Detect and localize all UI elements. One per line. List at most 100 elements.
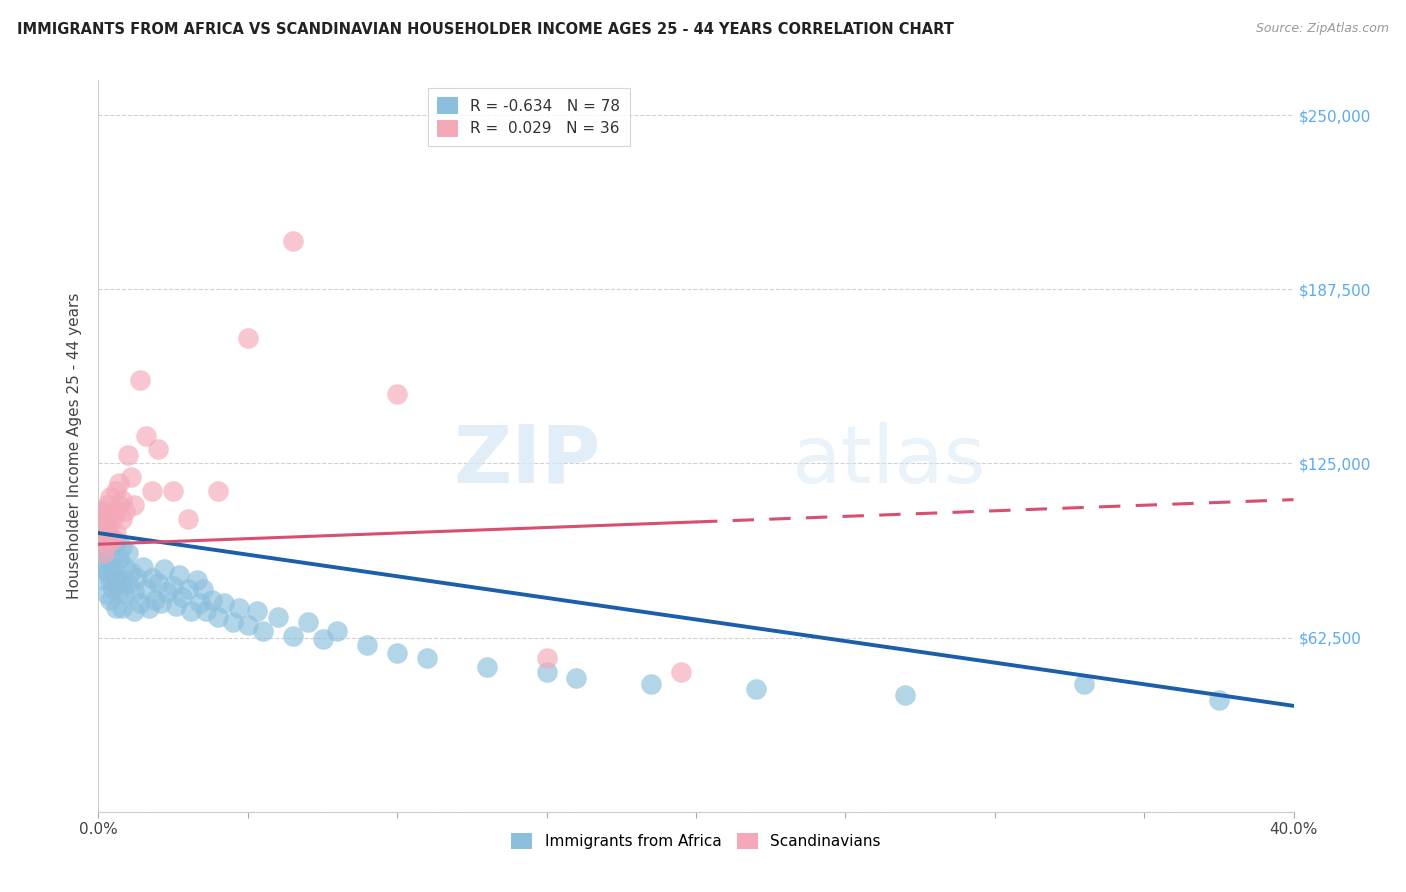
Point (96, 565, 118, 579)
Point (669, 665, 692, 680)
Point (135, 582, 157, 596)
Point (111, 512, 134, 526)
Point (135, 428, 157, 442)
Point (132, 559, 155, 574)
Point (96, 587, 118, 601)
Point (114, 504, 136, 518)
Point (385, 386, 409, 401)
Point (177, 512, 200, 526)
Point (1208, 693, 1230, 707)
Point (96, 542, 118, 557)
Point (93, 574, 115, 588)
Point (105, 504, 128, 518)
Point (120, 470, 142, 484)
Point (281, 234, 304, 248)
Point (156, 584, 179, 599)
Point (148, 576, 170, 591)
Point (105, 601, 128, 615)
Point (117, 448, 139, 462)
Point (124, 604, 146, 618)
Point (195, 604, 218, 618)
Point (90, 512, 112, 526)
Point (153, 562, 176, 576)
Y-axis label: Householder Income Ages 25 - 44 years: Householder Income Ages 25 - 44 years (67, 293, 83, 599)
Point (385, 646, 409, 660)
Point (127, 571, 149, 585)
Point (108, 498, 131, 512)
Point (475, 660, 498, 674)
Point (90, 540, 112, 554)
Point (356, 638, 378, 652)
Point (103, 537, 125, 551)
Point (148, 442, 170, 457)
Point (745, 682, 768, 697)
Point (98, 490, 122, 504)
Text: Source: ZipAtlas.com: Source: ZipAtlas.com (1256, 22, 1389, 36)
Point (105, 526, 128, 541)
Point (1073, 676, 1095, 690)
Point (236, 618, 259, 632)
Point (228, 601, 250, 615)
Point (124, 498, 146, 512)
Point (103, 512, 125, 526)
Point (246, 604, 269, 618)
Point (640, 676, 662, 690)
Point (252, 624, 274, 638)
Point (188, 596, 211, 610)
Point (98, 529, 122, 543)
Point (96, 517, 118, 532)
Point (180, 604, 202, 618)
Point (90, 559, 112, 574)
Point (93, 526, 115, 541)
Text: IMMIGRANTS FROM AFRICA VS SCANDINAVIAN HOUSEHOLDER INCOME AGES 25 - 44 YEARS COR: IMMIGRANTS FROM AFRICA VS SCANDINAVIAN H… (17, 22, 953, 37)
Point (117, 545, 139, 559)
Point (105, 534, 128, 549)
Point (267, 609, 290, 624)
Point (124, 584, 146, 599)
Point (536, 651, 558, 665)
Point (98, 529, 122, 543)
Point (93, 534, 115, 549)
Point (141, 484, 163, 499)
Point (108, 582, 131, 596)
Point (98, 593, 122, 607)
Legend: Immigrants from Africa, Scandinavians: Immigrants from Africa, Scandinavians (505, 826, 887, 855)
Point (103, 559, 125, 574)
Point (326, 624, 349, 638)
Point (93, 554, 115, 568)
Point (143, 593, 166, 607)
Point (165, 599, 187, 613)
Point (105, 484, 128, 499)
Point (111, 540, 134, 554)
Point (167, 567, 190, 582)
Point (96, 537, 118, 551)
Point (120, 565, 142, 579)
Point (186, 574, 208, 588)
Point (90, 504, 112, 518)
Point (111, 492, 134, 507)
Point (222, 615, 245, 630)
Point (177, 582, 200, 596)
Point (297, 615, 319, 630)
Point (111, 574, 134, 588)
Point (103, 582, 125, 596)
Point (93, 504, 115, 518)
Point (93, 545, 115, 559)
Point (172, 590, 194, 604)
Point (93, 517, 115, 532)
Point (105, 571, 128, 585)
Point (96, 526, 118, 541)
Point (96, 498, 118, 512)
Point (212, 596, 235, 610)
Point (114, 559, 136, 574)
Point (191, 582, 214, 596)
Point (207, 609, 229, 624)
Point (416, 651, 439, 665)
Text: atlas: atlas (792, 422, 986, 500)
Point (281, 629, 304, 643)
Point (98, 507, 122, 521)
Point (201, 593, 224, 607)
Point (141, 571, 163, 585)
Point (894, 688, 917, 702)
Point (207, 484, 229, 499)
